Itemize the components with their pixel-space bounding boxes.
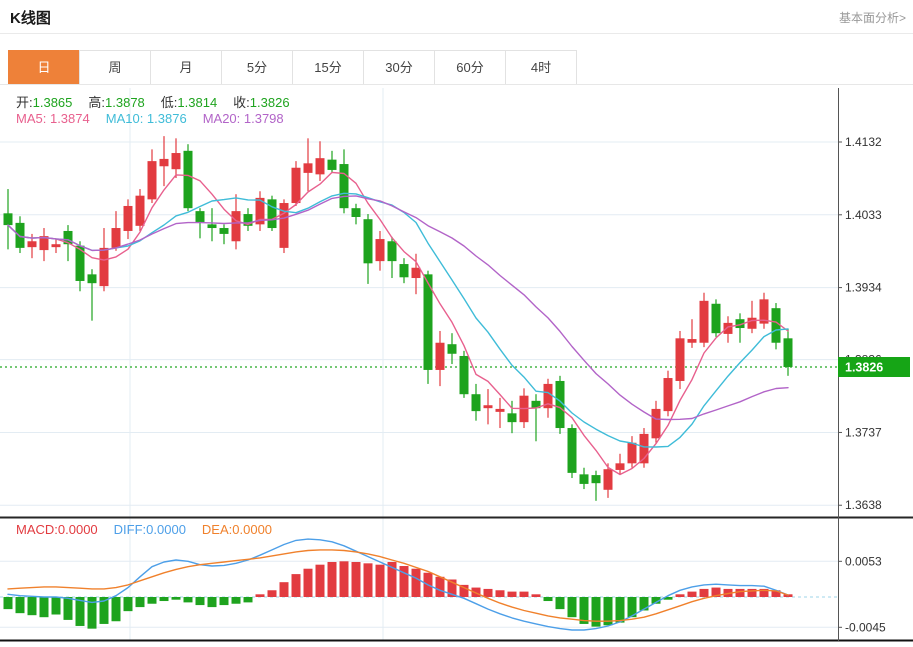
ohlc-readout: 开:1.3865 高:1.3878 低:1.3814 收:1.3826 bbox=[16, 92, 306, 111]
svg-text:1.3737: 1.3737 bbox=[845, 425, 882, 439]
axis-labels: 1.41321.40331.39341.38361.37371.36380.00… bbox=[838, 135, 886, 634]
page-title: K线图 bbox=[10, 10, 51, 27]
tab-day[interactable]: 日 bbox=[8, 50, 80, 85]
interval-tabs: 日周月 5分 15分 30分 60分 4时 bbox=[8, 50, 577, 85]
tab-15min[interactable]: 15分 bbox=[292, 50, 364, 85]
panel-divider bbox=[0, 516, 913, 519]
macd-readout-macd: MACD:0.0000 bbox=[16, 522, 98, 537]
svg-text:1.3638: 1.3638 bbox=[845, 498, 882, 512]
ma-readout: MA5: 1.3874 MA10: 1.3876 MA20: 1.3798 bbox=[16, 111, 300, 126]
tab-60min[interactable]: 60分 bbox=[434, 50, 506, 85]
dea-line bbox=[7, 549, 789, 622]
ma20-line bbox=[7, 195, 789, 421]
kline-chart[interactable]: 开:1.3865 高:1.3878 低:1.3814 收:1.3826 MA5: 1.… bbox=[0, 88, 913, 643]
svg-text:1.3934: 1.3934 bbox=[845, 281, 882, 295]
tabs-underline bbox=[0, 84, 913, 85]
svg-text:1.4132: 1.4132 bbox=[845, 135, 882, 149]
ohlc-readout-close: 收:1.3826 bbox=[233, 95, 290, 110]
tab-5min[interactable]: 5分 bbox=[221, 50, 293, 85]
chart-bottom-border bbox=[0, 639, 913, 642]
fundamental-analysis-link[interactable]: 基本面分析> bbox=[838, 11, 906, 25]
macd-readout: MACD:0.0000 DIFF:0.0000 DEA:0.0000 bbox=[16, 522, 288, 537]
ohlc-readout-open: 开:1.3865 bbox=[16, 95, 73, 110]
svg-text:0.0053: 0.0053 bbox=[845, 554, 882, 568]
ma-readout-ma5: MA5: 1.3874 bbox=[16, 111, 90, 126]
gridlines bbox=[0, 88, 838, 641]
candles-layer bbox=[3, 136, 793, 501]
ohlc-readout-low: 低:1.3814 bbox=[160, 95, 218, 110]
tab-month[interactable]: 月 bbox=[150, 50, 222, 85]
header-divider bbox=[0, 33, 913, 34]
tab-4hour[interactable]: 4时 bbox=[505, 50, 577, 85]
tab-30min[interactable]: 30分 bbox=[363, 50, 435, 85]
svg-text:1.4033: 1.4033 bbox=[845, 208, 882, 222]
current-price-badge: 1.3826 bbox=[838, 357, 910, 378]
tab-week[interactable]: 周 bbox=[79, 50, 151, 85]
macd-readout-diff: DIFF:0.0000 bbox=[113, 522, 186, 537]
svg-text:1.3826: 1.3826 bbox=[845, 361, 883, 375]
kline-chart-svg: 1.41321.40331.39341.38361.37371.36380.00… bbox=[0, 88, 913, 642]
svg-text:-0.0045: -0.0045 bbox=[845, 620, 886, 634]
macd-histogram bbox=[3, 561, 793, 629]
ma-readout-ma20: MA20: 1.3798 bbox=[202, 111, 284, 126]
ma5-line bbox=[7, 171, 789, 476]
ma-readout-ma10: MA10: 1.3876 bbox=[105, 111, 187, 126]
diff-line bbox=[7, 538, 789, 631]
macd-readout-dea: DEA:0.0000 bbox=[201, 522, 273, 537]
ohlc-readout-high: 高:1.3878 bbox=[88, 95, 145, 110]
